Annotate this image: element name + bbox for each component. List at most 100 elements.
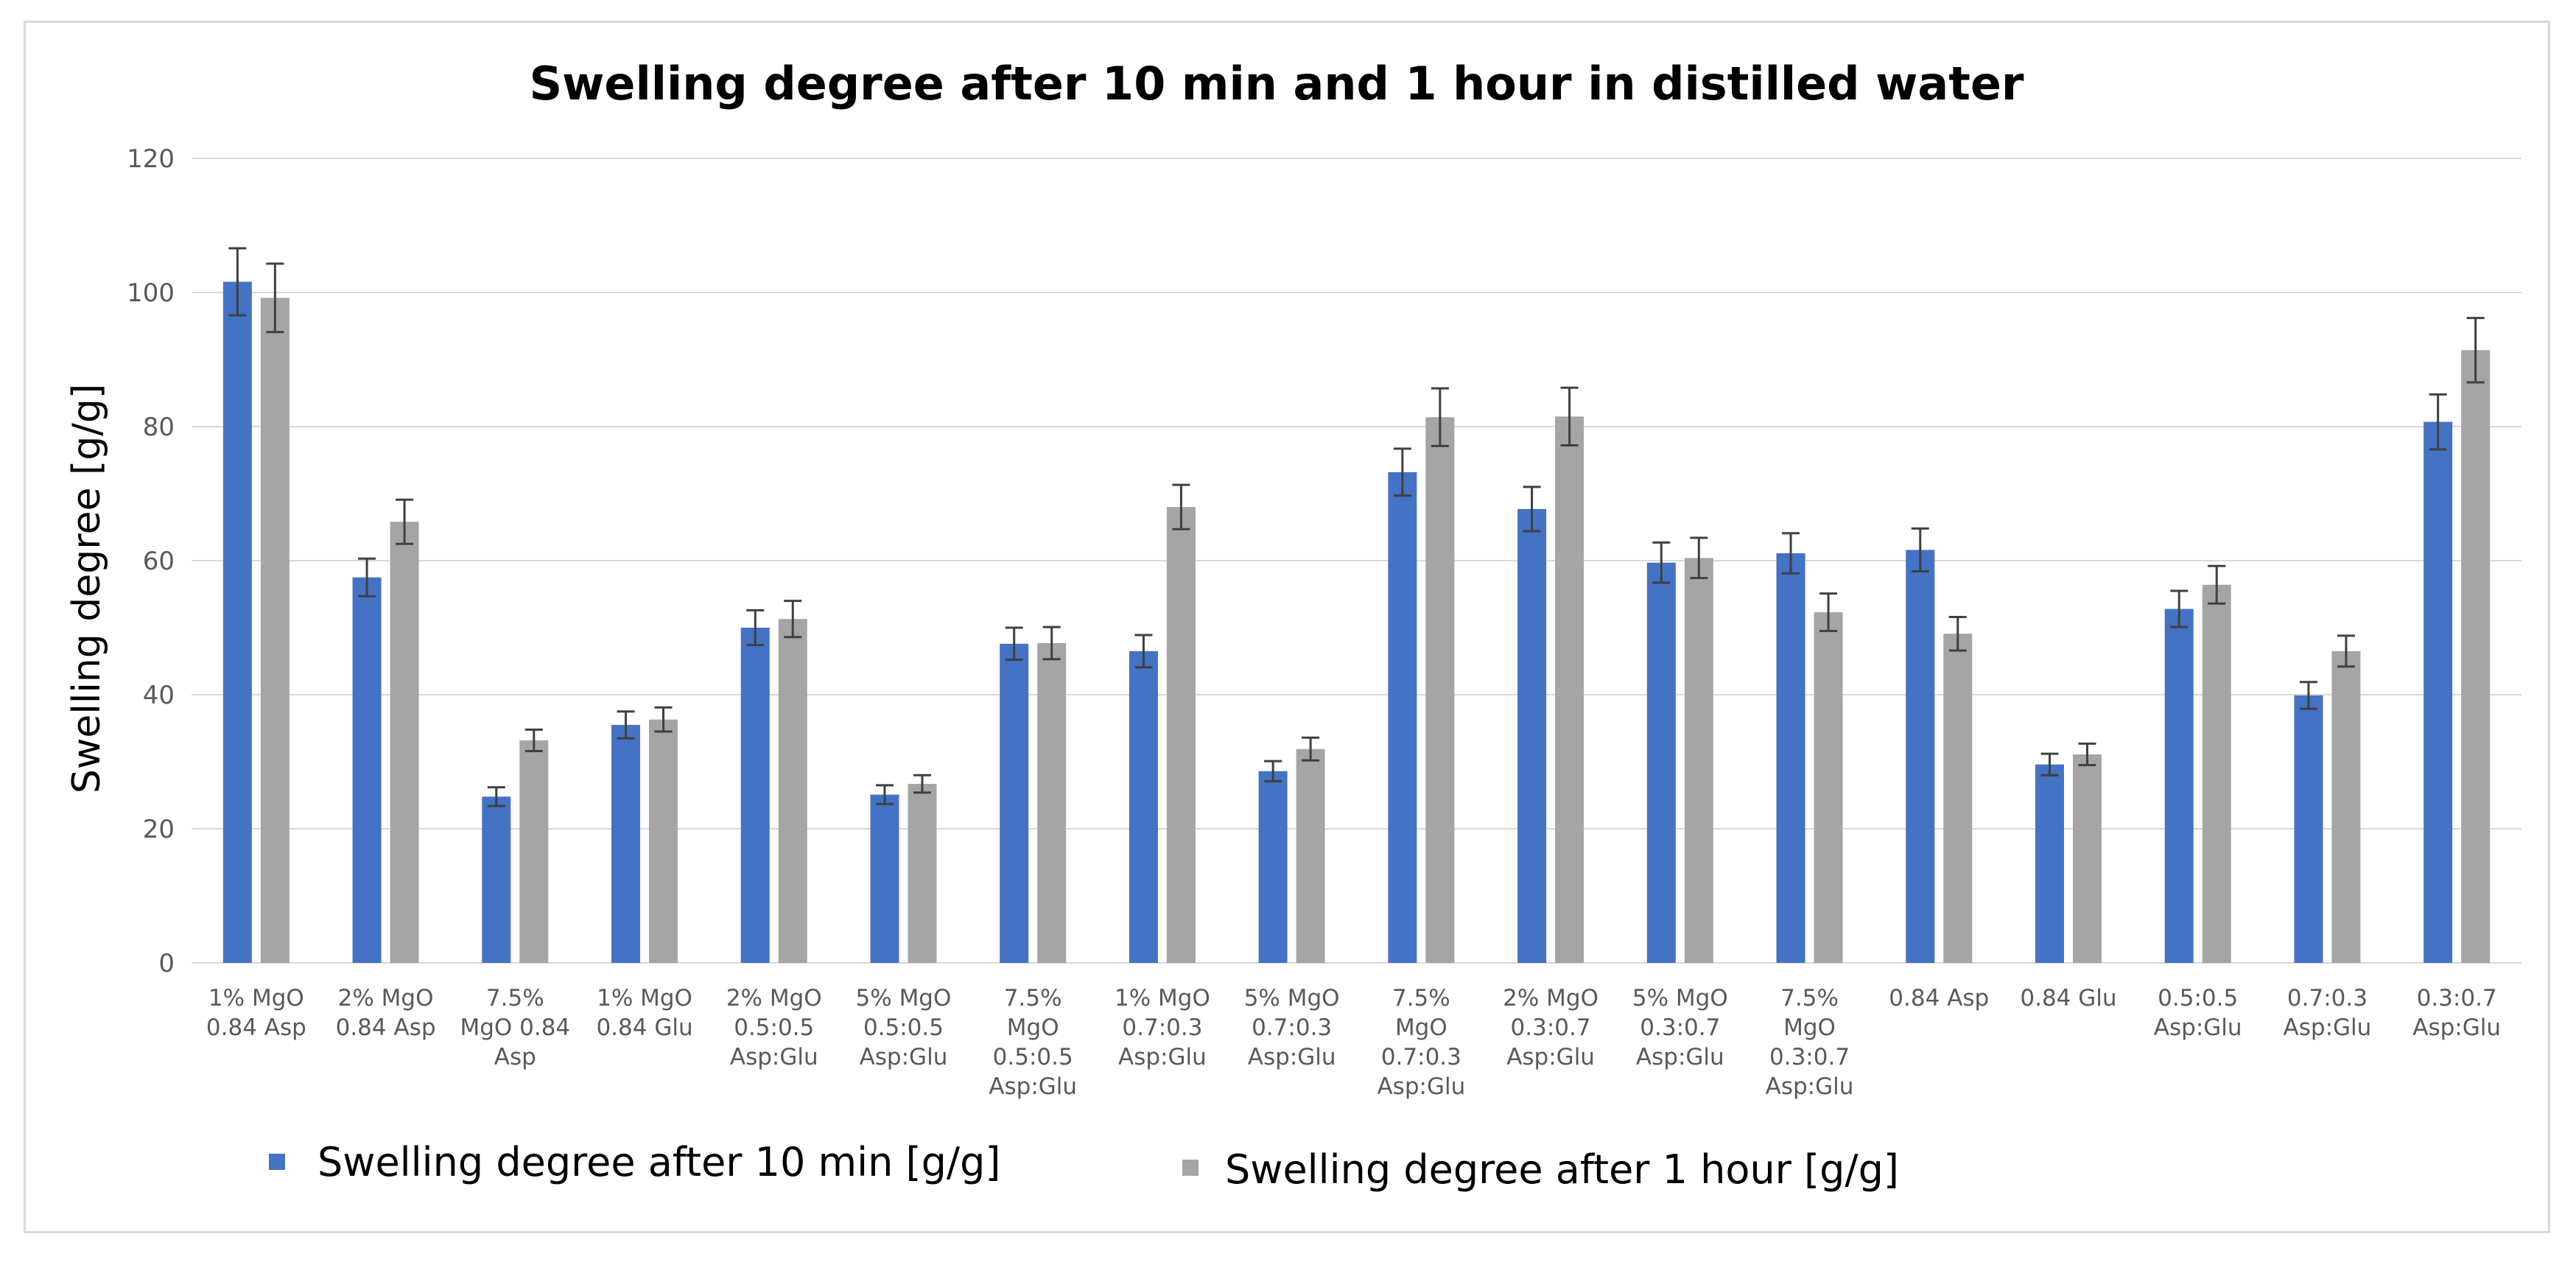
- error-bar-10min-15: [2170, 589, 2189, 628]
- error-bar-10min-12: [1782, 532, 1800, 575]
- x-tick-label-2: 7.5% MgO 0.84 Asp: [460, 985, 570, 1070]
- x-tick-label-11: 5% MgO 0.3:0.7 Asp:Glu: [1632, 985, 1728, 1070]
- error-bars: [228, 247, 2485, 807]
- x-axis-ticks: 1% MgO 0.84 Asp 2% MgO 0.84 Asp 7.5% MgO 0.84…: [206, 985, 2501, 1100]
- legend-label-10min: Swelling degree after 10 min [g/g]: [317, 1139, 1000, 1185]
- bar-10min-8: [1258, 771, 1288, 963]
- bar-10min-9: [1388, 472, 1417, 963]
- bar-1hour-8: [1296, 749, 1325, 963]
- x-tick-label-4: 2% MgO 0.5:0.5 Asp:Glu: [726, 985, 822, 1070]
- y-tick-label-0: 0: [158, 949, 175, 978]
- legend-label-1hour: Swelling degree after 1 hour [g/g]: [1225, 1146, 1899, 1193]
- bar-10min-10: [1517, 508, 1547, 963]
- error-bar-1hour-6: [1042, 625, 1061, 661]
- legend: Swelling degree after 10 min [g/g] Swell…: [269, 1139, 1899, 1193]
- bar-10min-17: [2424, 421, 2453, 963]
- error-bar-1hour-5: [913, 774, 931, 794]
- y-tick-label-60: 60: [143, 547, 175, 576]
- error-bar-10min-4: [746, 609, 765, 647]
- error-bar-1hour-0: [266, 262, 284, 334]
- error-bar-1hour-2: [524, 728, 543, 752]
- bar-1hour-2: [519, 740, 549, 963]
- bar-10min-16: [2294, 695, 2323, 963]
- bar-1hour-9: [1425, 417, 1455, 963]
- error-bar-10min-2: [487, 786, 505, 807]
- error-bar-1hour-17: [2466, 317, 2485, 384]
- x-tick-label-16: 0.7:0.3 Asp:Glu: [2284, 985, 2372, 1041]
- error-bar-10min-9: [1393, 447, 1411, 497]
- error-bar-10min-16: [2299, 681, 2317, 710]
- error-bar-10min-11: [1652, 541, 1671, 584]
- bar-10min-7: [1129, 651, 1158, 963]
- bar-1hour-0: [260, 298, 289, 963]
- bar-10min-6: [1000, 643, 1029, 963]
- x-tick-label-17: 0.3:0.7 Asp:Glu: [2412, 985, 2501, 1041]
- x-tick-label-6: 7.5% MgO 0.5:0.5 Asp:Glu: [989, 985, 1077, 1100]
- x-tick-label-12: 7.5% MgO 0.3:0.7 Asp:Glu: [1766, 985, 1854, 1100]
- error-bar-10min-13: [1911, 527, 1929, 573]
- bar-1hour-14: [2072, 754, 2102, 963]
- error-bar-1hour-14: [2078, 742, 2096, 767]
- x-tick-label-8: 5% MgO 0.7:0.3 Asp:Glu: [1244, 985, 1340, 1070]
- error-bar-10min-3: [617, 710, 635, 740]
- error-bar-10min-0: [228, 247, 247, 317]
- error-bar-1hour-3: [654, 706, 673, 733]
- error-bar-1hour-15: [2208, 564, 2226, 605]
- bar-1hour-13: [1943, 634, 1973, 963]
- x-tick-label-13: 0.84 Asp: [1889, 985, 1989, 1012]
- bar-1hour-16: [2331, 651, 2361, 963]
- bar-1hour-15: [2202, 584, 2231, 963]
- bar-1hour-10: [1555, 416, 1584, 963]
- error-bar-1hour-13: [1948, 615, 1967, 652]
- gridlines: [192, 158, 2521, 964]
- x-tick-label-1: 2% MgO 0.84 Asp: [336, 985, 436, 1041]
- legend-swatch-10min: [269, 1154, 285, 1170]
- bar-1hour-5: [908, 784, 937, 963]
- y-axis-ticks: 0 20 40 60 80 100 120: [127, 144, 175, 978]
- y-axis-label: Swelling degree [g/g]: [65, 384, 109, 793]
- chart-title: Swelling degree after 10 min and 1 hour …: [529, 57, 2024, 111]
- bar-1hour-1: [390, 522, 419, 963]
- bar-1hour-4: [778, 619, 807, 963]
- bar-10min-15: [2164, 609, 2194, 963]
- error-bar-1hour-12: [1819, 592, 1838, 633]
- error-bar-1hour-1: [396, 498, 414, 545]
- x-tick-label-5: 5% MgO 0.5:0.5 Asp:Glu: [856, 985, 952, 1070]
- bar-10min-14: [2035, 764, 2064, 963]
- bar-10min-4: [740, 628, 770, 963]
- bar-1hour-12: [1814, 612, 1843, 963]
- x-tick-label-14: 0.84 Glu: [2020, 985, 2116, 1012]
- bar-10min-3: [611, 724, 641, 963]
- x-tick-label-0: 1% MgO 0.84 Asp: [206, 985, 306, 1041]
- error-bar-10min-7: [1134, 634, 1153, 669]
- bar-1hour-11: [1684, 558, 1713, 963]
- legend-swatch-1hour: [1182, 1160, 1198, 1176]
- bar-chart: Swelling degree after 10 min and 1 hour …: [65, 57, 2521, 1193]
- bar-10min-1: [352, 577, 382, 963]
- x-tick-label-10: 2% MgO 0.3:0.7 Asp:Glu: [1503, 985, 1598, 1070]
- chart-frame: Swelling degree after 10 min and 1 hour …: [24, 21, 2550, 1233]
- x-tick-label-9: 7.5% MgO 0.7:0.3 Asp:Glu: [1377, 985, 1465, 1100]
- bar-1hour-6: [1037, 642, 1067, 963]
- bar-10min-11: [1646, 562, 1676, 963]
- error-bar-10min-5: [875, 784, 894, 805]
- error-bar-10min-10: [1523, 485, 1541, 533]
- error-bar-1hour-4: [784, 600, 802, 639]
- bars: [222, 281, 2491, 963]
- error-bar-1hour-10: [1560, 386, 1579, 446]
- bar-10min-0: [222, 281, 252, 963]
- error-bar-1hour-8: [1302, 736, 1320, 762]
- error-bar-10min-1: [358, 557, 376, 597]
- bar-1hour-3: [649, 719, 678, 963]
- error-bar-1hour-11: [1690, 536, 1708, 580]
- y-tick-label-100: 100: [127, 278, 175, 308]
- bar-10min-2: [482, 796, 511, 963]
- error-bar-10min-6: [1005, 626, 1023, 662]
- y-tick-label-120: 120: [127, 144, 175, 174]
- y-tick-label-40: 40: [143, 681, 175, 710]
- y-tick-label-80: 80: [143, 413, 175, 442]
- error-bar-10min-8: [1264, 760, 1282, 782]
- x-tick-label-3: 1% MgO 0.84 Glu: [596, 985, 692, 1041]
- x-tick-label-7: 1% MgO 0.7:0.3 Asp:Glu: [1115, 985, 1210, 1070]
- error-bar-1hour-16: [2337, 634, 2355, 668]
